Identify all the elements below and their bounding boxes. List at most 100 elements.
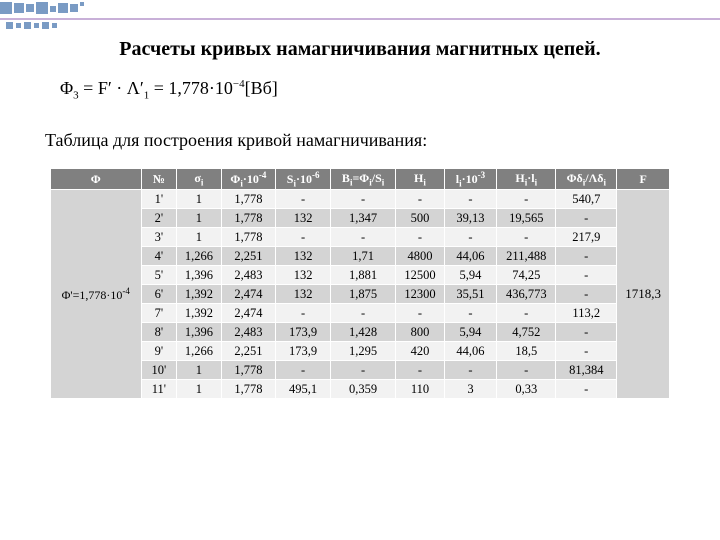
table-row: 9'1,2662,251173,91,29542044,0618,5- bbox=[51, 342, 670, 361]
cell: - bbox=[556, 323, 617, 342]
cell: 1 bbox=[177, 190, 221, 209]
cell: - bbox=[330, 304, 395, 323]
cell: 1,266 bbox=[177, 342, 221, 361]
cell: 81,384 bbox=[556, 361, 617, 380]
cell: 1,295 bbox=[330, 342, 395, 361]
decor-bottom-squares bbox=[6, 22, 57, 29]
table-row: 5'1,3962,4831321,881125005,9474,25- bbox=[51, 266, 670, 285]
cell: 540,7 bbox=[556, 190, 617, 209]
cell: - bbox=[330, 190, 395, 209]
cell: 1,392 bbox=[177, 304, 221, 323]
cell: 1 bbox=[177, 209, 221, 228]
cell: 4800 bbox=[396, 247, 444, 266]
row-group-label-right: 1718,3 bbox=[617, 190, 670, 399]
page-title: Расчеты кривых намагничивания магнитных … bbox=[0, 38, 720, 61]
cell: 436,773 bbox=[497, 285, 556, 304]
table-row: 4'1,2662,2511321,71480044,06211,488- bbox=[51, 247, 670, 266]
column-header: № bbox=[141, 169, 177, 190]
column-header: li·10-3 bbox=[444, 169, 497, 190]
cell: - bbox=[556, 209, 617, 228]
cell: 0,33 bbox=[497, 380, 556, 399]
cell: 1 bbox=[177, 361, 221, 380]
cell: - bbox=[556, 266, 617, 285]
cell: - bbox=[330, 228, 395, 247]
cell: 113,2 bbox=[556, 304, 617, 323]
cell: 12500 bbox=[396, 266, 444, 285]
cell: - bbox=[276, 190, 331, 209]
row-group-label-left: Φ'=1,778·10-4 bbox=[51, 190, 142, 399]
column-header: σi bbox=[177, 169, 221, 190]
cell: 18,5 bbox=[497, 342, 556, 361]
cell: 1,396 bbox=[177, 323, 221, 342]
column-header: Si·10-6 bbox=[276, 169, 331, 190]
cell: 132 bbox=[276, 247, 331, 266]
cell: 74,25 bbox=[497, 266, 556, 285]
table-row: 8'1,3962,483173,91,4288005,944,752- bbox=[51, 323, 670, 342]
cell: 1 bbox=[177, 380, 221, 399]
cell: 1,347 bbox=[330, 209, 395, 228]
cell: - bbox=[396, 361, 444, 380]
cell: 4' bbox=[141, 247, 177, 266]
cell: 3 bbox=[444, 380, 497, 399]
column-header: F bbox=[617, 169, 670, 190]
cell: 5' bbox=[141, 266, 177, 285]
cell: 1,778 bbox=[221, 380, 276, 399]
cell: 1,266 bbox=[177, 247, 221, 266]
cell: 1,71 bbox=[330, 247, 395, 266]
cell: - bbox=[276, 304, 331, 323]
cell: 11' bbox=[141, 380, 177, 399]
cell: 9' bbox=[141, 342, 177, 361]
cell: 1 bbox=[177, 228, 221, 247]
cell: 5,94 bbox=[444, 323, 497, 342]
cell: - bbox=[444, 190, 497, 209]
cell: 3' bbox=[141, 228, 177, 247]
cell: 1,778 bbox=[221, 209, 276, 228]
cell: 1,778 bbox=[221, 361, 276, 380]
cell: 2,483 bbox=[221, 323, 276, 342]
cell: 132 bbox=[276, 209, 331, 228]
cell: 19,565 bbox=[497, 209, 556, 228]
cell: 1,428 bbox=[330, 323, 395, 342]
cell: 8' bbox=[141, 323, 177, 342]
cell: 4,752 bbox=[497, 323, 556, 342]
cell: 495,1 bbox=[276, 380, 331, 399]
cell: 1' bbox=[141, 190, 177, 209]
table-row: 3'11,778-----217,9 bbox=[51, 228, 670, 247]
table-row: 7'1,3922,474-----113,2 bbox=[51, 304, 670, 323]
cell: - bbox=[396, 190, 444, 209]
cell: 500 bbox=[396, 209, 444, 228]
cell: - bbox=[444, 304, 497, 323]
cell: 2,474 bbox=[221, 304, 276, 323]
cell: 211,488 bbox=[497, 247, 556, 266]
cell: 2' bbox=[141, 209, 177, 228]
cell: 1,778 bbox=[221, 228, 276, 247]
cell: - bbox=[444, 228, 497, 247]
cell: 1,778 bbox=[221, 190, 276, 209]
cell: - bbox=[444, 361, 497, 380]
cell: - bbox=[556, 247, 617, 266]
cell: 1,392 bbox=[177, 285, 221, 304]
cell: 173,9 bbox=[276, 323, 331, 342]
cell: - bbox=[556, 285, 617, 304]
cell: 0,359 bbox=[330, 380, 395, 399]
cell: 800 bbox=[396, 323, 444, 342]
cell: - bbox=[497, 228, 556, 247]
cell: - bbox=[276, 361, 331, 380]
cell: 420 bbox=[396, 342, 444, 361]
cell: - bbox=[497, 190, 556, 209]
cell: 12300 bbox=[396, 285, 444, 304]
column-header: Hi bbox=[396, 169, 444, 190]
cell: 39,13 bbox=[444, 209, 497, 228]
cell: 5,94 bbox=[444, 266, 497, 285]
column-header: Hi·li bbox=[497, 169, 556, 190]
cell: 2,251 bbox=[221, 342, 276, 361]
cell: 1,396 bbox=[177, 266, 221, 285]
cell: 1,875 bbox=[330, 285, 395, 304]
cell: - bbox=[497, 304, 556, 323]
cell: 44,06 bbox=[444, 247, 497, 266]
cell: 35,51 bbox=[444, 285, 497, 304]
cell: 1,881 bbox=[330, 266, 395, 285]
cell: - bbox=[396, 228, 444, 247]
cell: - bbox=[556, 380, 617, 399]
cell: 2,483 bbox=[221, 266, 276, 285]
